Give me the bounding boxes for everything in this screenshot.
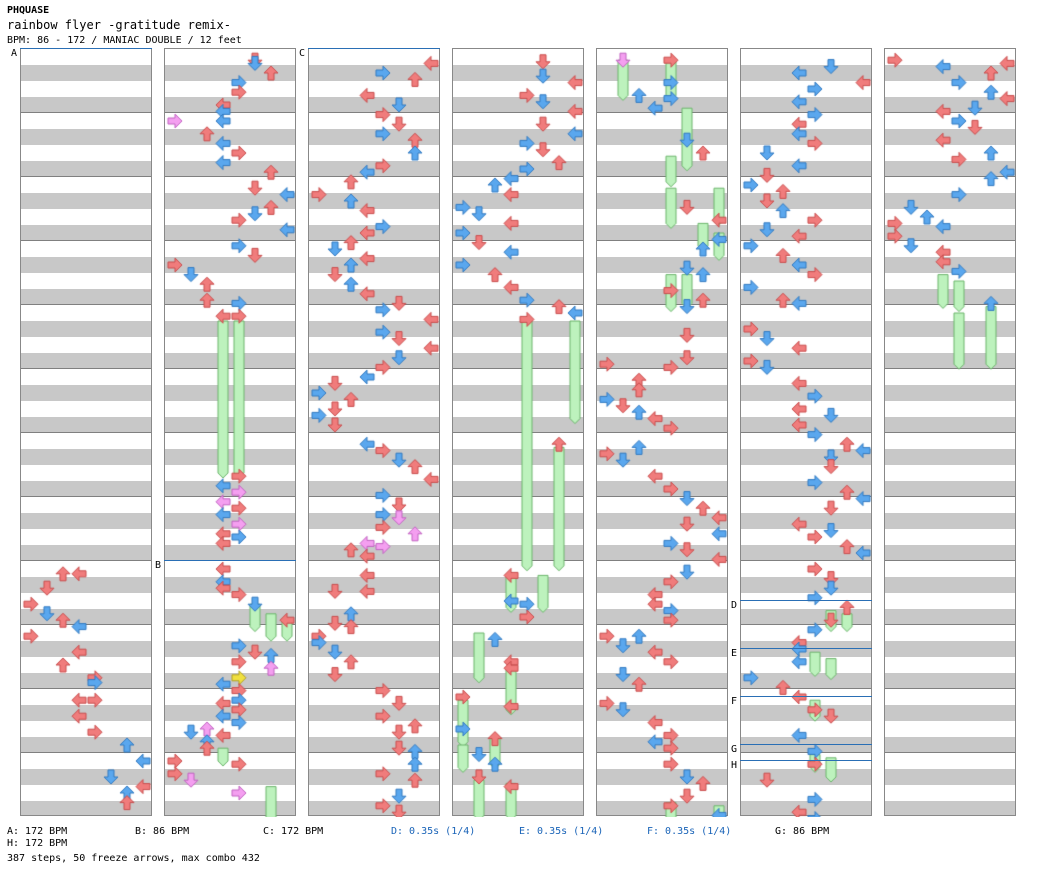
segment-marker-g: G	[731, 744, 738, 755]
column-2	[164, 48, 297, 817]
footer-segment-g: G: 86 BPM	[775, 826, 830, 837]
segment-line	[308, 48, 440, 49]
site-name: PHQUASE	[7, 5, 50, 16]
segment-line	[740, 744, 872, 745]
segment-line	[740, 760, 872, 761]
column-3	[308, 48, 441, 817]
segment-marker-f: F	[731, 696, 738, 707]
footer-segment-c: C: 172 BPM	[263, 826, 324, 837]
note-layer	[309, 49, 441, 817]
note-layer	[885, 49, 1017, 817]
song-title: rainbow flyer -gratitude remix-	[7, 18, 231, 32]
note-layer	[165, 49, 297, 817]
footer-segment-f: F: 0.35s (1/4)	[647, 826, 732, 837]
note-layer	[597, 49, 729, 817]
column-5	[596, 48, 729, 817]
footer-segment-a: A: 172 BPM	[7, 826, 68, 837]
segment-marker-e: E	[731, 648, 738, 659]
column-6	[740, 48, 873, 817]
note-layer	[453, 49, 585, 817]
chart-info: BPM: 86 - 172 / MANIAC DOUBLE / 12 feet	[7, 35, 242, 46]
column-7	[884, 48, 1017, 817]
segment-line	[740, 648, 872, 649]
footer-segment-d: D: 0.35s (1/4)	[391, 826, 476, 837]
segment-marker-b: B	[155, 560, 162, 571]
segment-line	[740, 696, 872, 697]
footer-segment-e: E: 0.35s (1/4)	[519, 826, 604, 837]
footer-segment-h: H: 172 BPM	[7, 838, 68, 849]
segment-marker-d: D	[731, 600, 738, 611]
note-layer	[741, 49, 873, 817]
segment-line	[740, 600, 872, 601]
note-layer	[21, 49, 153, 817]
segment-marker-h: H	[731, 760, 738, 771]
column-1	[20, 48, 153, 817]
column-4	[452, 48, 585, 817]
footer-segment-b: B: 86 BPM	[135, 826, 190, 837]
segment-line	[20, 48, 152, 49]
segment-marker-a: A	[11, 48, 18, 59]
footer-summary: 387 steps, 50 freeze arrows, max combo 4…	[7, 853, 260, 864]
segment-line	[164, 560, 296, 561]
segment-marker-c: C	[299, 48, 306, 59]
